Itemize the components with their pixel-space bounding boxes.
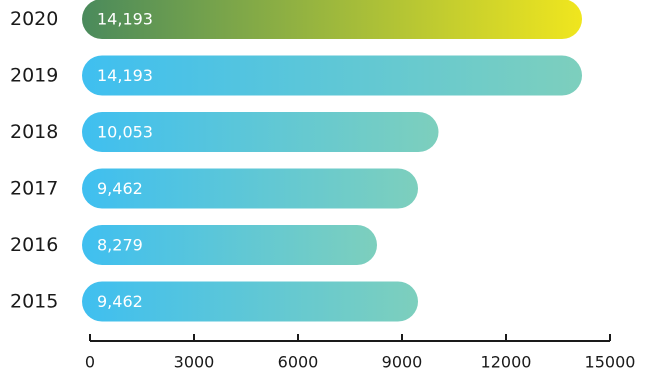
bar-2015 — [82, 281, 419, 322]
bar-value-label-2015: 9,462 — [97, 292, 143, 311]
category-label-2017: 2017 — [10, 178, 58, 200]
category-label-2015: 2015 — [10, 291, 58, 313]
x-tick-label-9000: 9000 — [382, 353, 423, 372]
category-label-2020: 2020 — [10, 8, 58, 30]
x-tick-label-3000: 3000 — [174, 353, 215, 372]
bar-value-label-2017: 9,462 — [97, 179, 143, 198]
category-label-2019: 2019 — [10, 65, 58, 87]
x-axis: 0 3000 6000 9000 12000 15000 — [85, 334, 636, 372]
x-tick-label-15000: 15000 — [585, 353, 636, 372]
bar-2016 — [82, 225, 378, 265]
bar-2020 — [82, 0, 583, 39]
bar-value-label-2019: 14,193 — [97, 66, 153, 85]
bars: 14,193 14,193 10,053 9,462 8,279 9,462 — [82, 0, 583, 322]
category-label-2016: 2016 — [10, 234, 58, 256]
bar-2019 — [82, 55, 583, 96]
category-labels: 2020 2019 2018 2017 2016 2015 — [10, 8, 58, 313]
category-label-2018: 2018 — [10, 121, 58, 143]
bar-value-label-2020: 14,193 — [97, 10, 153, 29]
x-tick-label-0: 0 — [85, 353, 95, 372]
x-tick-label-12000: 12000 — [481, 353, 532, 372]
bar-2018 — [82, 112, 439, 152]
bar-value-label-2016: 8,279 — [97, 236, 143, 255]
bar-value-label-2018: 10,053 — [97, 123, 153, 142]
bar-2017 — [82, 168, 419, 209]
x-tick-label-6000: 6000 — [278, 353, 319, 372]
